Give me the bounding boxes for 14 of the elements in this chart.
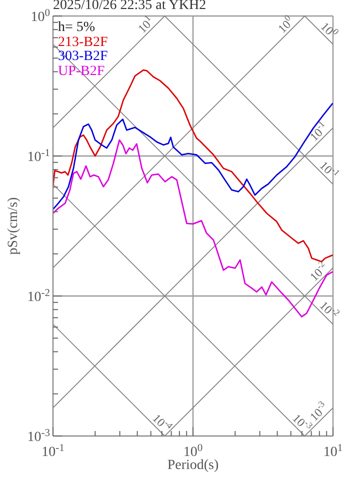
text: 213-B2F: [58, 34, 108, 50]
y-axis-title: pSv(cm/s): [6, 197, 22, 255]
y-tick-label: 10$^{-2}$: [27, 288, 50, 305]
y-tick-label: 10$^{-3}$: [27, 428, 50, 445]
x-tick-label: 10$^{-1}$: [42, 442, 64, 460]
annotation: h= 5%: [58, 20, 96, 36]
x-tick-label: 10$^{1}$: [323, 442, 343, 460]
x-axis-title: Period(s): [167, 458, 219, 474]
y-tick-label: 10$^{0}$: [30, 8, 50, 25]
chart-title: 2025/10/26 22:35 at YKH2: [53, 0, 206, 14]
x-tick-label: 10$^{0}$: [183, 442, 203, 460]
text: 303-B2F: [58, 49, 108, 64]
y-tick-label: 10$^{-1}$: [27, 148, 50, 165]
text: UP-B2F: [58, 64, 106, 79]
